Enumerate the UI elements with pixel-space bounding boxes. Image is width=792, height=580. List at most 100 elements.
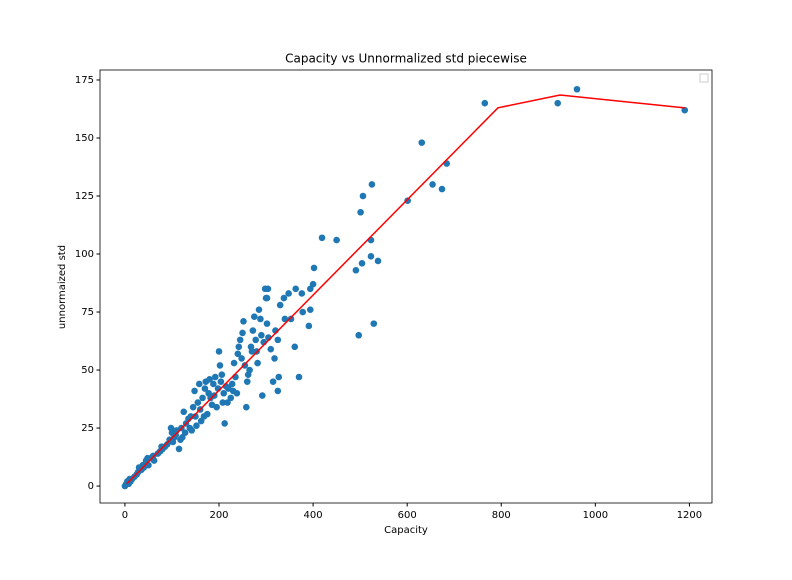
point: [318, 234, 326, 242]
point: [429, 181, 436, 188]
y-tick-label: 125: [75, 191, 94, 202]
point: [241, 362, 249, 369]
x-tick-label: 1200: [677, 510, 702, 521]
point: [263, 320, 271, 327]
x-tick-label: 600: [398, 510, 417, 521]
point: [254, 359, 261, 367]
point: [216, 362, 224, 369]
point: [201, 385, 209, 392]
point: [295, 373, 303, 381]
point: [681, 106, 689, 114]
point: [233, 389, 241, 397]
x-tick-label: 0: [122, 510, 128, 521]
point: [267, 345, 275, 353]
point: [257, 315, 264, 323]
point: [181, 429, 189, 436]
point: [221, 420, 228, 427]
point: [218, 371, 226, 378]
point: [418, 139, 426, 146]
point: [243, 378, 251, 385]
point: [352, 266, 360, 274]
point: [150, 457, 158, 464]
point: [250, 313, 258, 320]
y-tick-label: 75: [81, 307, 94, 318]
point: [195, 380, 203, 388]
point: [368, 181, 376, 188]
point: [175, 445, 183, 453]
point: [367, 253, 375, 260]
point: [224, 399, 231, 406]
point: [264, 285, 272, 293]
point: [358, 259, 366, 267]
point: [285, 290, 292, 297]
point: [281, 315, 289, 323]
plot-frame: [99, 69, 713, 504]
point: [234, 350, 242, 358]
y-tick-label: 25: [81, 423, 94, 434]
point: [220, 389, 228, 397]
point: [573, 85, 581, 93]
point: [252, 336, 260, 344]
point: [189, 403, 197, 411]
point: [235, 343, 243, 351]
point: [194, 399, 202, 406]
point: [271, 355, 278, 362]
point: [199, 394, 206, 402]
y-tick-label: 0: [88, 481, 94, 492]
x-tick-label: 1000: [583, 510, 608, 521]
point: [299, 308, 307, 316]
x-tick-label: 400: [304, 510, 323, 521]
point: [275, 373, 283, 381]
point: [180, 408, 188, 416]
y-tick-label: 100: [75, 249, 94, 260]
point: [374, 257, 382, 265]
point: [191, 387, 198, 395]
point: [203, 410, 211, 418]
point: [249, 327, 257, 334]
point: [263, 294, 271, 302]
point: [287, 315, 295, 323]
point: [193, 422, 200, 430]
point: [217, 378, 225, 385]
x-tick-label: 800: [492, 510, 511, 521]
point: [258, 331, 265, 339]
fit-line: [126, 94, 685, 485]
point: [357, 208, 364, 216]
point: [291, 343, 299, 351]
point: [269, 378, 277, 385]
point: [274, 336, 282, 344]
point: [306, 285, 314, 293]
point: [239, 329, 246, 337]
point: [228, 380, 236, 388]
y-axis-label: unnormaized std: [57, 245, 68, 329]
point: [306, 306, 314, 314]
point: [246, 366, 253, 374]
point: [298, 290, 306, 297]
point: [276, 301, 284, 309]
point: [215, 348, 223, 355]
x-axis-label: Capacity: [384, 525, 428, 536]
point: [210, 380, 217, 388]
point: [188, 427, 196, 434]
point: [255, 306, 263, 314]
point: [206, 376, 213, 383]
y-tick-label: 175: [75, 75, 94, 86]
point: [258, 392, 266, 399]
x-tick-label: 200: [209, 510, 228, 521]
point: [370, 320, 378, 327]
y-tick-label: 50: [81, 365, 94, 376]
point: [274, 387, 282, 395]
point: [554, 99, 562, 107]
point: [248, 348, 256, 355]
point: [242, 403, 250, 411]
chart-title: Capacity vs Unnormalized std piecewise: [285, 52, 527, 66]
point: [240, 318, 247, 325]
point: [404, 197, 411, 204]
point: [305, 322, 313, 330]
point: [238, 355, 245, 362]
point: [359, 192, 367, 200]
point: [310, 264, 318, 272]
point: [219, 399, 227, 406]
point: [438, 185, 446, 193]
